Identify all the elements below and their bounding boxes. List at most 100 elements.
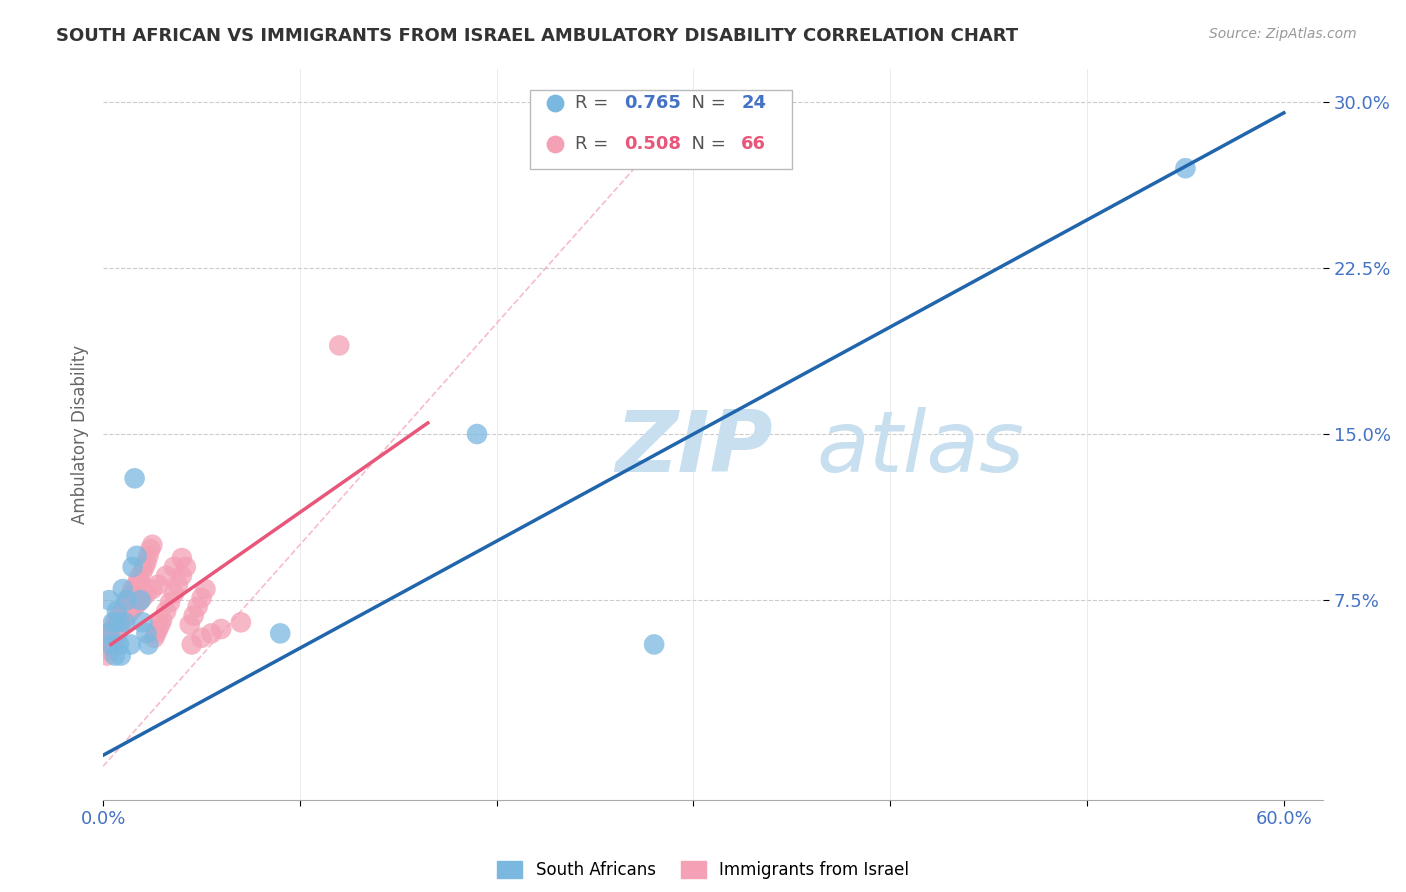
Point — [111, 613, 134, 627]
Point — [101, 635, 124, 649]
Point — [129, 593, 152, 607]
Point — [105, 626, 128, 640]
Point — [101, 622, 124, 636]
Point — [114, 615, 136, 630]
Text: N =: N = — [681, 135, 731, 153]
Point — [98, 593, 121, 607]
Point — [209, 622, 232, 636]
Point — [163, 586, 186, 600]
Point — [101, 615, 124, 630]
Point — [114, 599, 136, 614]
Point — [104, 615, 127, 630]
Text: 0.765: 0.765 — [624, 94, 681, 112]
Point — [120, 604, 142, 618]
Point — [105, 620, 128, 634]
Y-axis label: Ambulatory Disability: Ambulatory Disability — [72, 344, 89, 524]
Point — [98, 626, 121, 640]
Point — [121, 560, 143, 574]
Point — [183, 608, 205, 623]
Point — [643, 637, 665, 651]
Point — [135, 556, 157, 570]
Point — [135, 586, 157, 600]
Point — [128, 595, 150, 609]
Point — [155, 569, 177, 583]
Point — [125, 549, 148, 563]
Point — [179, 617, 201, 632]
Text: ZIP: ZIP — [616, 407, 773, 490]
Point — [170, 551, 193, 566]
Point — [174, 560, 197, 574]
Point — [190, 591, 212, 605]
Point — [138, 637, 160, 651]
Point — [110, 648, 132, 663]
Point — [269, 626, 291, 640]
Point — [98, 644, 121, 658]
Point — [124, 586, 146, 600]
Text: 66: 66 — [741, 135, 766, 153]
Point — [108, 608, 131, 623]
Point — [149, 617, 172, 632]
FancyBboxPatch shape — [530, 90, 793, 169]
Point — [100, 631, 122, 645]
Point — [104, 648, 127, 663]
Point — [155, 604, 177, 618]
Point — [96, 648, 118, 663]
Text: 24: 24 — [741, 94, 766, 112]
Point — [96, 637, 118, 651]
Point — [131, 565, 153, 579]
Point — [98, 626, 121, 640]
Point — [143, 631, 166, 645]
Point — [187, 599, 209, 614]
Point — [328, 338, 350, 352]
Point — [121, 582, 143, 596]
Point — [150, 613, 173, 627]
Point — [120, 637, 142, 651]
Point — [104, 631, 127, 645]
Point — [180, 637, 202, 651]
Point — [125, 577, 148, 591]
Point — [163, 560, 186, 574]
Point — [131, 615, 153, 630]
Point — [229, 615, 252, 630]
Point — [194, 582, 217, 596]
Point — [108, 637, 131, 651]
Point — [167, 577, 190, 591]
Point — [148, 622, 170, 636]
Point — [100, 637, 122, 651]
Point — [110, 613, 132, 627]
Point — [159, 595, 181, 609]
Text: atlas: atlas — [817, 407, 1025, 490]
Point — [100, 640, 122, 654]
Point — [124, 599, 146, 614]
Point — [115, 593, 138, 607]
Point — [105, 604, 128, 618]
Point — [110, 617, 132, 632]
Legend: South Africans, Immigrants from Israel: South Africans, Immigrants from Israel — [498, 861, 908, 880]
Point — [148, 577, 170, 591]
Point — [108, 615, 131, 630]
Point — [111, 604, 134, 618]
Point — [120, 589, 142, 603]
Point — [134, 560, 156, 574]
Point — [115, 608, 138, 623]
Point — [200, 626, 222, 640]
Point — [131, 591, 153, 605]
Point — [129, 575, 152, 590]
Point — [128, 571, 150, 585]
Point — [139, 542, 162, 557]
Point — [141, 582, 163, 596]
Text: N =: N = — [681, 94, 731, 112]
Text: 0.508: 0.508 — [624, 135, 681, 153]
Text: R =: R = — [575, 135, 614, 153]
Point — [141, 538, 163, 552]
Point — [138, 549, 160, 563]
Point — [170, 569, 193, 583]
Point — [135, 626, 157, 640]
Point — [118, 598, 141, 612]
Text: R =: R = — [575, 94, 614, 112]
Point — [111, 582, 134, 596]
Point — [115, 593, 138, 607]
Point — [1174, 161, 1197, 176]
Point — [190, 631, 212, 645]
Point — [465, 427, 488, 442]
